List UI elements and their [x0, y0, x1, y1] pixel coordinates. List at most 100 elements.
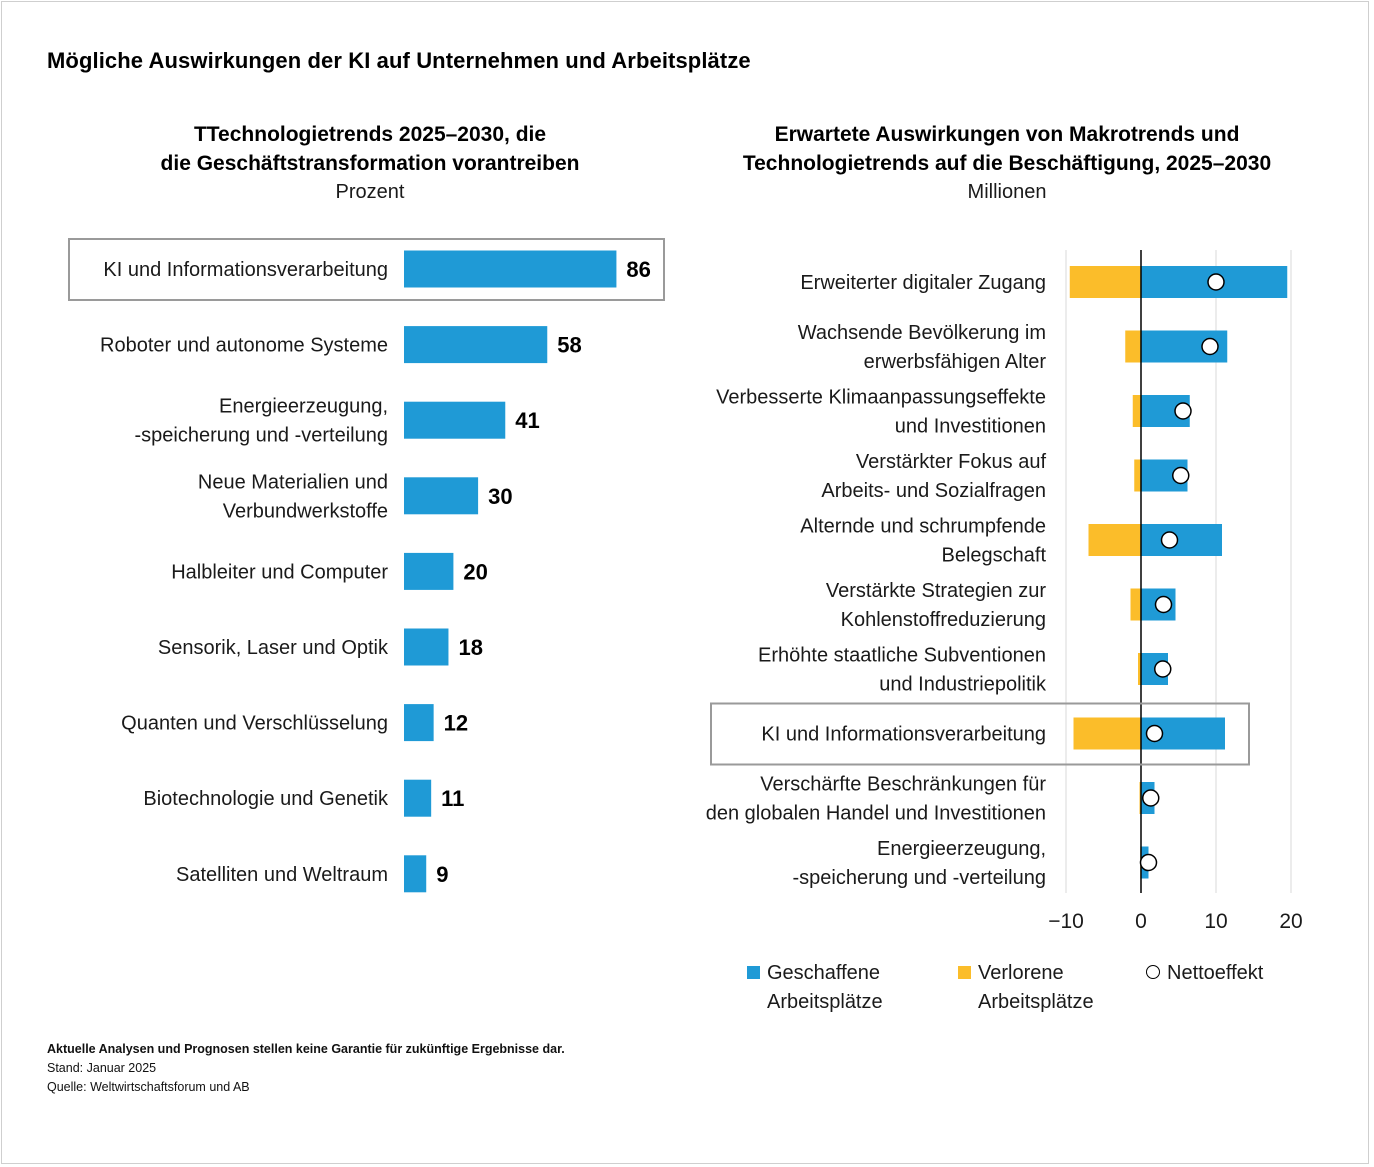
- bar-value-label-7: 12: [444, 711, 468, 736]
- right-chart-title-line-1: Erwartete Auswirkungen von Makrotrends u…: [774, 123, 1240, 146]
- macro-trend-label-3-line-1: Verbesserte Klimaanpassungseffekte: [716, 387, 1046, 409]
- net-effect-marker-5: [1160, 531, 1179, 549]
- macro-trend-label-2-line-2: erwerbsfähigen Alter: [864, 351, 1047, 373]
- left-chart-title-line-1: TTechnologietrends 2025–2030, die: [193, 123, 547, 146]
- bar-value-label-4: 30: [488, 484, 512, 509]
- net-effect-marker-8: [1145, 724, 1164, 743]
- left-bar-chart: 86 KI und Informationsverarbeitung 58 Robot…: [68, 238, 665, 893]
- x-tick-label-0: −10: [1048, 910, 1084, 933]
- net-effect-marker-7: [1154, 660, 1172, 678]
- x-tick-label-2: 10: [1204, 910, 1227, 933]
- bar-value-label-1: 86: [626, 257, 650, 282]
- left-chart-title: TTechnologietrends 2025–2030, die die Ge…: [70, 120, 670, 178]
- macro-trend-label-8-line-1: KI und Informationsverarbeitung: [761, 724, 1046, 746]
- left-chart-title-line-2: die Geschäftstransformation vorantreiben: [160, 152, 580, 175]
- x-tick-label-3: 20: [1279, 910, 1302, 933]
- bar-lost-jobs-5: [1088, 524, 1141, 556]
- bar-tech-trend-9: [404, 855, 427, 893]
- net-effect-marker-9: [1142, 789, 1160, 807]
- net-effect-marker-2: [1201, 337, 1219, 356]
- bar-lost-jobs-3: [1132, 395, 1141, 427]
- bar-created-jobs-5: [1141, 524, 1222, 556]
- net-effect-marker-4: [1172, 466, 1190, 485]
- bar-value-label-6: 18: [458, 635, 482, 660]
- left-chart-unit: Prozent: [335, 181, 405, 203]
- highlight-box-right: [710, 702, 1250, 766]
- bar-tech-trend-5: [404, 552, 454, 590]
- bar-tech-trend-8: [404, 779, 432, 817]
- page-title: Mögliche Auswirkungen der KI auf Unterne…: [47, 48, 751, 73]
- macro-trend-label-2-line-1: Wachsende Bevölkerung im: [798, 322, 1046, 344]
- category-label-7-line-1: Quanten und Verschlüsselung: [121, 713, 388, 735]
- macro-trend-label-7-line-1: Erhöhte staatliche Subventionen: [758, 645, 1046, 667]
- legend-label-net: Nettoeffekt: [1167, 959, 1263, 988]
- category-label-4-line-2: Verbundwerkstoffe: [223, 500, 388, 522]
- macro-trend-label-5-line-2: Belegschaft: [941, 545, 1046, 567]
- bar-lost-jobs-1: [1069, 266, 1141, 298]
- footer-date: Stand: Januar 2025: [47, 1061, 157, 1075]
- bar-tech-trend-2: [404, 326, 548, 364]
- legend-label-lost-line-1: Verlorene: [978, 962, 1064, 984]
- category-label-3-line-1: Energieerzeugung,: [219, 396, 388, 418]
- bar-lost-jobs-7: [1138, 653, 1141, 685]
- net-effect-marker-10: [1139, 853, 1158, 872]
- macro-trend-label-10-line-1: Energieerzeugung,: [877, 838, 1046, 860]
- right-chart-unit: Millionen: [967, 181, 1047, 203]
- right-chart-title-line-2: Technologietrends auf die Beschäftigung,…: [742, 152, 1272, 175]
- macro-trend-label-4-line-1: Verstärkter Fokus auf: [856, 451, 1047, 473]
- net-effect-marker-6: [1154, 595, 1173, 614]
- net-effect-marker-1: [1207, 273, 1225, 291]
- category-label-5-line-1: Halbleiter und Computer: [171, 561, 388, 583]
- legend-label-created-line-1: Geschaffene: [767, 962, 881, 984]
- bar-tech-trend-4: [404, 477, 479, 515]
- bar-lost-jobs-4: [1134, 459, 1141, 492]
- bar-value-label-8: 11: [441, 786, 464, 811]
- bar-tech-trend-3: [404, 401, 506, 439]
- legend-label-net-line-1: Nettoeffekt: [1167, 962, 1264, 984]
- bar-lost-jobs-8: [1073, 717, 1141, 750]
- legend-label-lost-line-2: Arbeitsplätze: [978, 991, 1094, 1013]
- macro-trend-label-9-line-2: den globalen Handel und Investitionen: [706, 803, 1046, 825]
- net-effect-marker-3: [1174, 402, 1192, 420]
- macro-trend-label-4-line-2: Arbeits- und Sozialfragen: [821, 480, 1046, 502]
- bar-lost-jobs-2: [1125, 330, 1141, 363]
- macro-trend-label-9-line-1: Verschärfte Beschränkungen für: [760, 774, 1046, 796]
- bar-value-label-9: 9: [436, 862, 448, 887]
- category-label-3-line-2: -speicherung und -verteilung: [135, 425, 389, 447]
- category-label-1-line-1: KI und Informationsverarbeitung: [103, 259, 388, 281]
- macro-trend-label-6-line-2: Kohlenstoffreduzierung: [841, 609, 1046, 631]
- legend-label-lost: Verlorene Arbeitsplätze: [978, 959, 1094, 1017]
- macro-trend-label-6-line-1: Verstärkte Strategien zur: [826, 580, 1046, 602]
- highlight-box-left: [68, 238, 665, 301]
- legend-swatch-created: [747, 966, 760, 979]
- legend-label-created-line-2: Arbeitsplätze: [767, 991, 883, 1013]
- bar-tech-trend-6: [404, 628, 449, 666]
- footer-disclaimer: Aktuelle Analysen und Prognosen stellen …: [47, 1042, 565, 1056]
- footer: Aktuelle Analysen und Prognosen stellen …: [47, 1040, 565, 1097]
- category-label-2-line-1: Roboter und autonome Systeme: [100, 335, 388, 357]
- macro-trend-label-7-line-2: und Industriepolitik: [879, 674, 1047, 696]
- category-label-8-line-1: Biotechnologie und Genetik: [143, 788, 389, 810]
- macro-trend-label-5-line-1: Alternde und schrumpfende: [800, 516, 1046, 538]
- bar-lost-jobs-6: [1130, 588, 1141, 621]
- bar-value-label-3: 41: [515, 408, 539, 433]
- x-tick-label-1: 0: [1135, 910, 1147, 933]
- footer-source: Quelle: Weltwirtschaftsforum und AB: [47, 1080, 250, 1094]
- category-label-9-line-1: Satelliten und Weltraum: [176, 864, 388, 886]
- category-label-4-line-1: Neue Materialien und: [198, 471, 388, 493]
- category-label-6-line-1: Sensorik, Laser und Optik: [158, 637, 389, 659]
- legend-marker-net: [1146, 965, 1160, 979]
- macro-trend-label-1-line-1: Erweiterter digitaler Zugang: [800, 272, 1046, 294]
- bar-value-label-5: 20: [463, 559, 487, 584]
- bar-value-label-2: 58: [557, 333, 581, 358]
- bar-tech-trend-7: [404, 704, 434, 742]
- right-chart-title: Erwartete Auswirkungen von Makrotrends u…: [690, 120, 1324, 178]
- macro-trend-label-3-line-2: und Investitionen: [895, 416, 1046, 438]
- macro-trend-label-10-line-2: -speicherung und -verteilung: [793, 867, 1047, 889]
- legend-swatch-lost: [958, 966, 971, 979]
- legend-label-created: Geschaffene Arbeitsplätze: [767, 959, 883, 1017]
- bar-tech-trend-1: [404, 250, 617, 288]
- right-diverging-chart: Erweiterter digitaler Zugang Wachsende Be…: [706, 250, 1303, 933]
